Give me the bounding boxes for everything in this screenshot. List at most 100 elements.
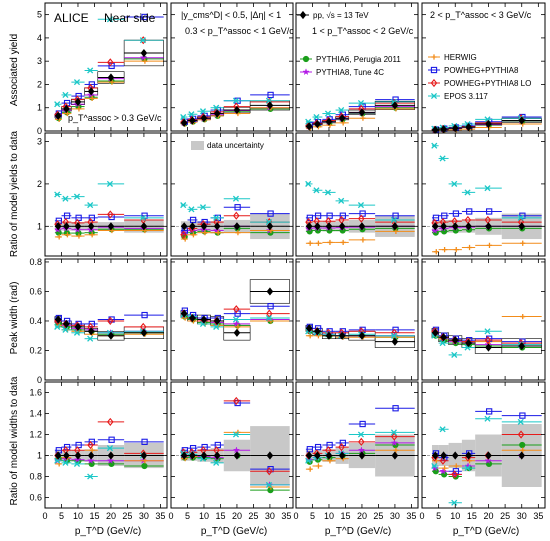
epos-point — [305, 180, 312, 187]
y-tick-label: 3 — [37, 56, 42, 66]
y-tick-label: 0.4 — [29, 316, 42, 326]
herwig-point — [56, 234, 62, 240]
x-tick-label: 15 — [89, 511, 99, 521]
legend-marker — [431, 54, 437, 60]
panel-frame — [44, 381, 168, 509]
epos-point — [213, 214, 220, 221]
epos-point — [188, 206, 195, 213]
data-point — [180, 309, 188, 318]
powheg_lo-point — [517, 430, 525, 439]
herwig-point — [442, 465, 448, 471]
epos-point — [139, 37, 146, 44]
y-tick-label: 0 — [37, 375, 42, 385]
data-point — [107, 331, 115, 340]
y-tick-label: 2 — [37, 179, 42, 189]
data-point — [338, 222, 346, 231]
data-point — [233, 222, 241, 231]
epos-point — [73, 79, 81, 86]
y-tick-label: 1 — [37, 103, 42, 113]
herwig-point — [340, 239, 346, 246]
powheg-point — [326, 212, 333, 219]
epos-point — [54, 101, 61, 108]
x-tick-label: 30 — [390, 511, 400, 521]
data-point — [325, 451, 333, 460]
herwig-point — [307, 240, 313, 246]
epos-point — [431, 142, 438, 149]
herwig-point — [327, 458, 333, 464]
epos-point — [188, 111, 195, 118]
epos-point — [87, 473, 94, 480]
y-axis-label-row-4: Ratio of model widths to data — [9, 376, 20, 505]
x-tick-label: 0 — [419, 511, 424, 521]
x-tick-label: 10 — [199, 511, 209, 521]
epos-point — [451, 180, 458, 187]
panel-frame — [295, 258, 419, 381]
epos-point — [324, 189, 332, 196]
epos-point — [313, 187, 320, 194]
pythia8-point — [86, 456, 95, 464]
x-tick-label: 20 — [106, 511, 116, 521]
epos-point — [54, 457, 61, 464]
y-tick-label: 0.2 — [29, 345, 42, 355]
data-point — [391, 451, 399, 460]
x-tick-label: 30 — [139, 511, 149, 521]
x-tick-label: 5 — [310, 511, 315, 521]
powheg-point — [88, 438, 95, 445]
pythia8-point — [106, 456, 115, 464]
herwig-point — [520, 313, 526, 320]
data-point — [518, 116, 526, 125]
data-point — [465, 122, 472, 132]
data-point — [87, 222, 95, 231]
powheg-point — [201, 443, 208, 451]
data-point — [200, 315, 208, 324]
data-point — [485, 222, 492, 231]
herwig-point — [520, 240, 526, 246]
data-point — [431, 222, 439, 231]
panel-frame — [170, 132, 294, 257]
powheg-point — [63, 212, 71, 219]
epos-point — [87, 202, 94, 209]
column-1-label: p_T^assoc > 0.3 GeV/c — [68, 113, 162, 123]
data-point — [314, 119, 321, 129]
herwig-point — [142, 58, 148, 64]
powheg_lo-point — [357, 437, 365, 446]
data-point — [314, 222, 321, 231]
powheg-point — [306, 446, 313, 453]
data-point — [54, 315, 62, 324]
data-point — [305, 451, 313, 460]
epos-point — [451, 351, 458, 358]
data-point — [358, 331, 366, 340]
herwig-point — [215, 230, 221, 236]
data-point — [391, 101, 399, 110]
data-point — [266, 451, 274, 460]
powheg-point — [189, 216, 197, 224]
epos-point — [305, 457, 312, 464]
herwig-point — [202, 230, 208, 236]
epos-point — [54, 191, 61, 198]
x-axis-label-col-4: p_T^D (GeV/c) — [453, 526, 519, 537]
y-tick-label: 3 — [37, 136, 42, 146]
data-point — [465, 451, 472, 460]
legend-marker — [430, 66, 438, 74]
epos-point — [357, 202, 365, 209]
powheg-point — [314, 443, 322, 451]
herwig-point — [442, 247, 448, 253]
column-2-label: 0.3 < p_T^assoc < 1 GeV/c — [185, 26, 294, 36]
data-point — [213, 451, 221, 460]
data-point — [431, 328, 439, 337]
powheg-point — [214, 441, 221, 449]
data-point — [107, 222, 115, 231]
herwig-point — [142, 458, 148, 464]
herwig-point — [235, 324, 241, 330]
data-point — [266, 101, 274, 110]
epos-point — [180, 113, 187, 121]
column-3-label: 1 < p_T^assoc < 2 GeV/c — [312, 26, 414, 36]
pythia8-point — [73, 455, 82, 463]
epos-point — [199, 204, 207, 211]
epos-point — [73, 193, 81, 200]
y-axis-label-row-2: Ratio of model yields to data — [9, 130, 20, 257]
data-point — [140, 328, 148, 337]
data-point — [54, 222, 62, 231]
y-tick-label: 1 — [37, 221, 42, 231]
x-tick-label: 20 — [357, 511, 367, 521]
